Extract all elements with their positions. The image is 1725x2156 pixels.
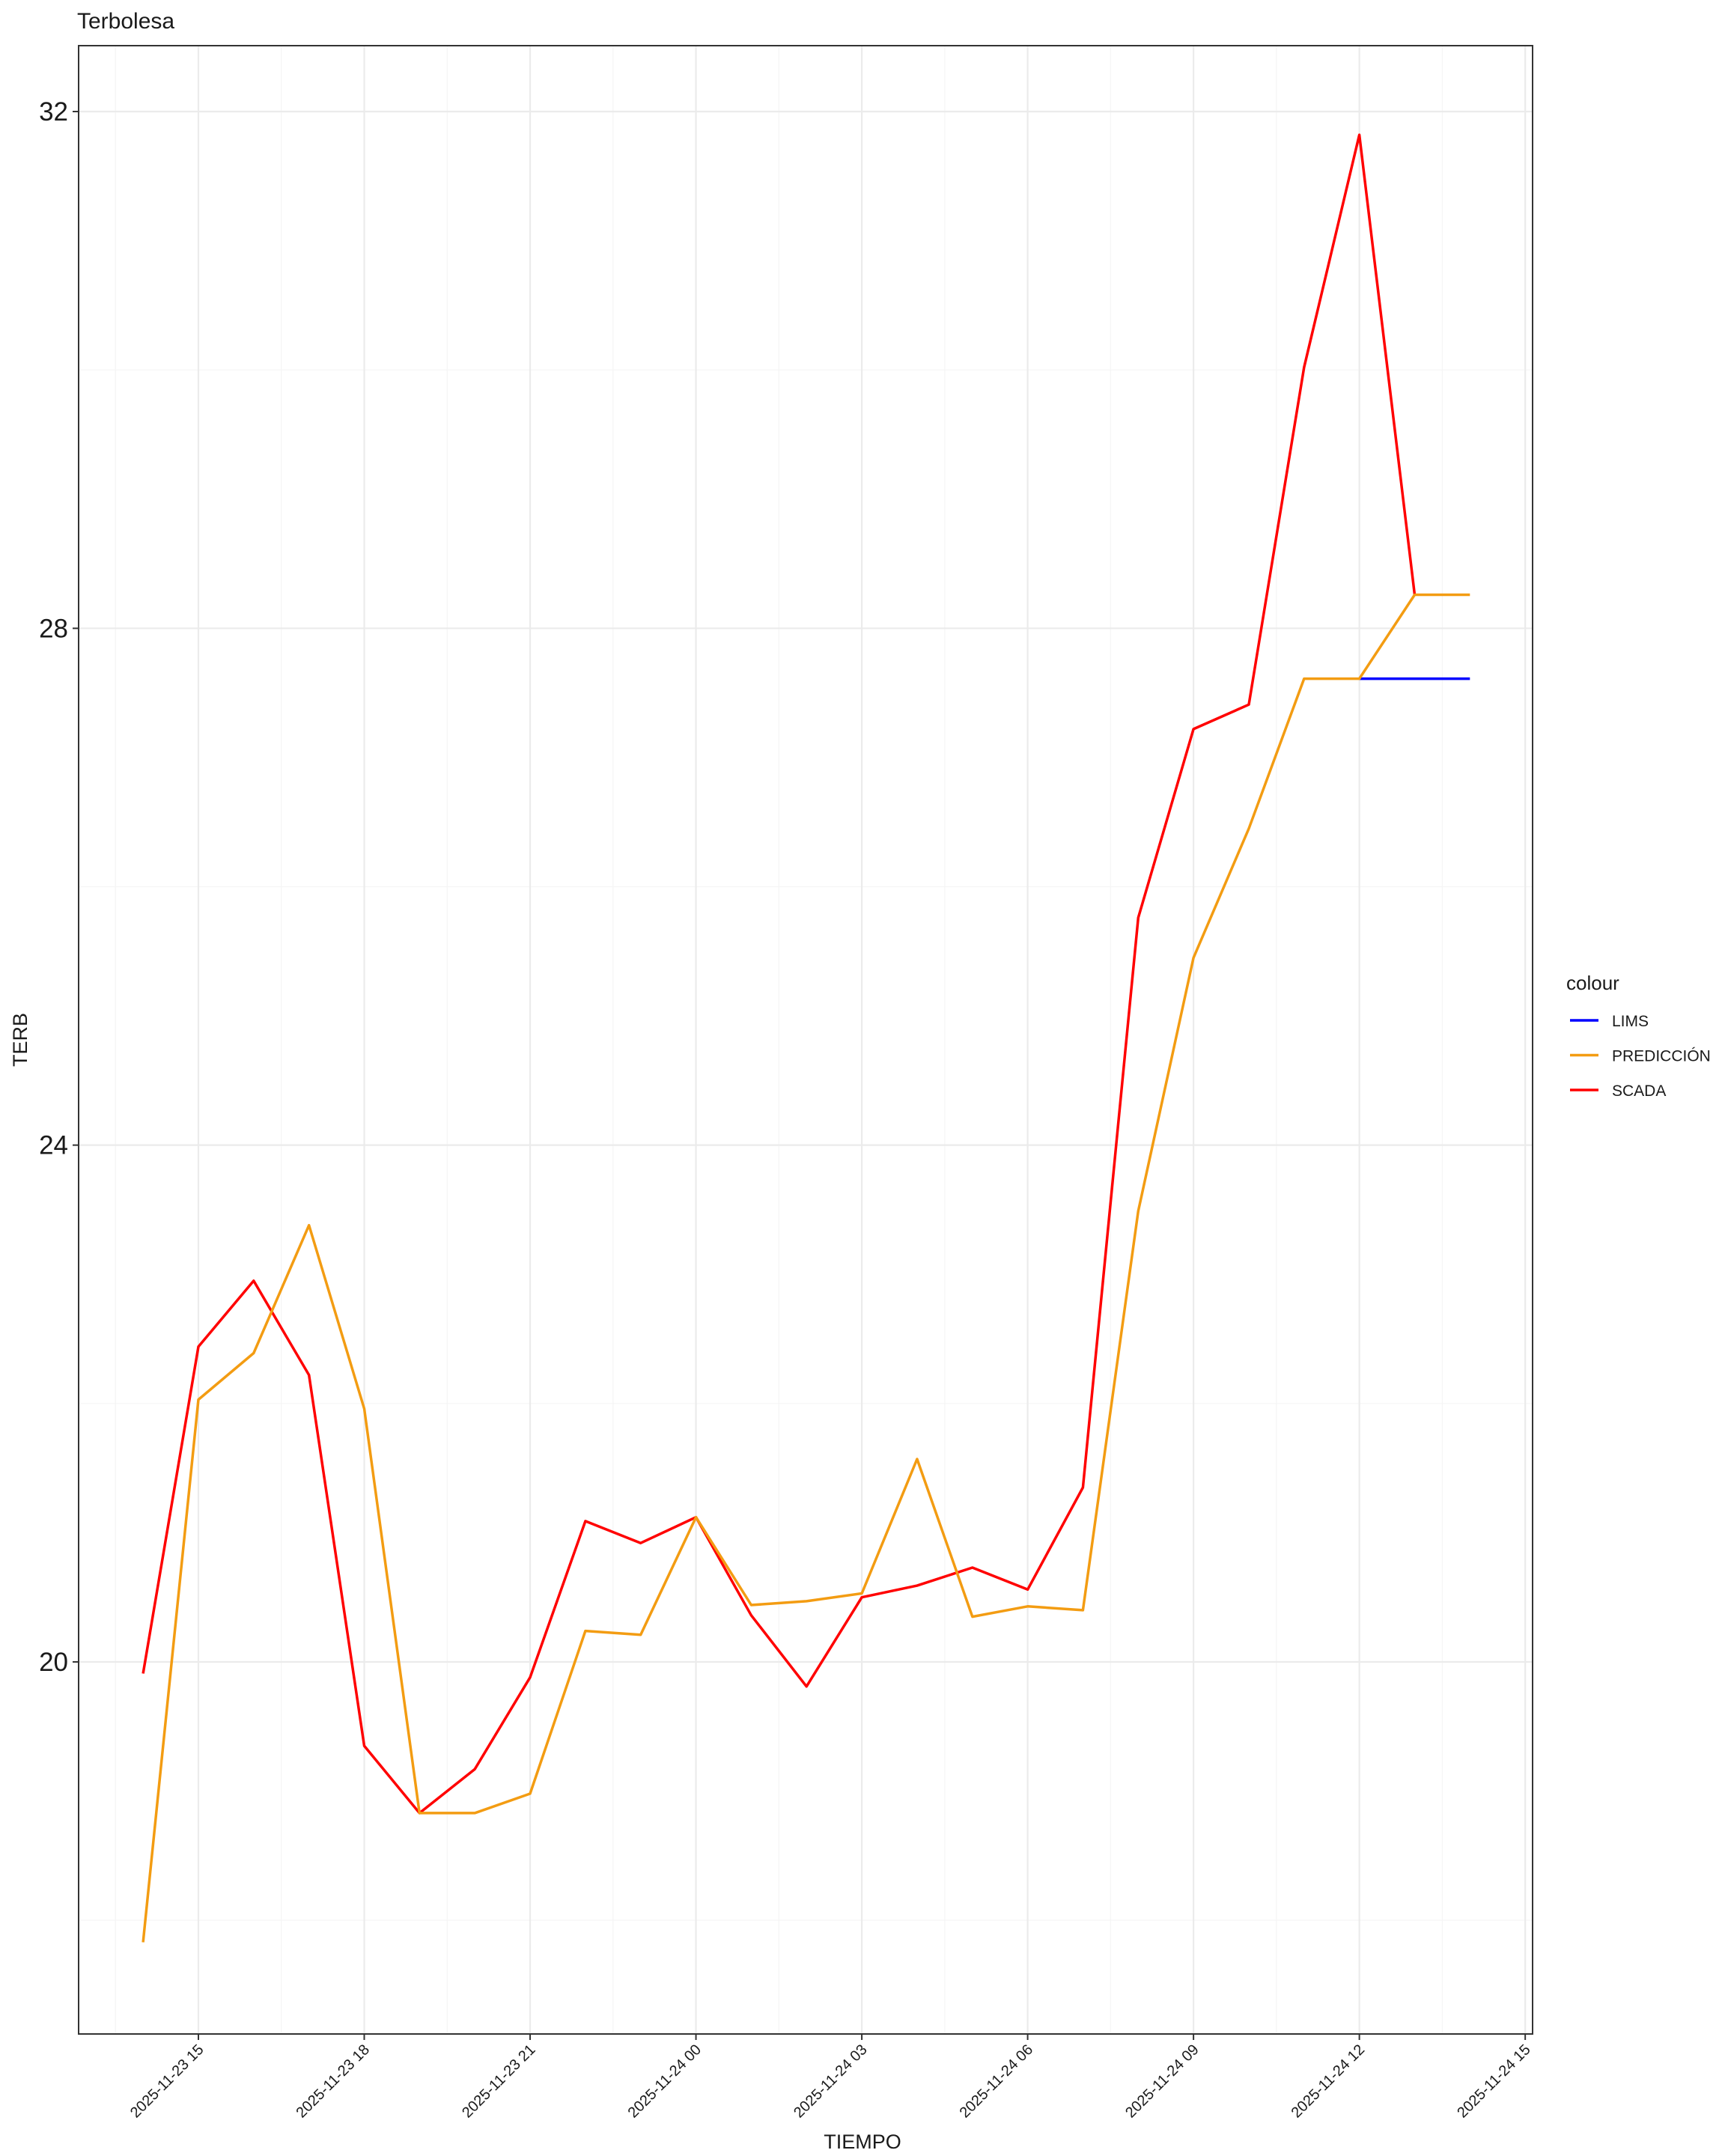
y-axis-title: TERB [9,1013,31,1067]
legend-label: PREDICCIÓN [1612,1048,1711,1065]
chart-title: Terbolesa [77,9,174,34]
plot-border [78,45,1533,2035]
legend-label: LIMS [1612,1013,1649,1030]
x-tick-label: 2025-11-24 09 [1122,2041,1202,2122]
legend-label: SCADA [1612,1082,1666,1100]
x-tick-label: 2025-11-23 21 [459,2041,539,2122]
x-tick-label: 2025-11-24 03 [791,2041,871,2122]
x-tick-label: 2025-11-24 06 [957,2041,1037,2122]
x-tick-label: 2025-11-24 15 [1454,2041,1534,2122]
plot-background [79,46,1533,2034]
legend-title: colour [1566,972,1619,994]
series-line [142,593,1470,1943]
x-tick-label: 2025-11-24 12 [1289,2041,1369,2122]
y-tick-label: 24 [39,1131,68,1160]
y-tick-label: 32 [39,97,68,127]
x-tick-label: 2025-11-23 15 [127,2041,207,2122]
x-tick-label: 2025-11-24 00 [625,2041,705,2122]
y-tick-label: 28 [39,614,68,643]
x-axis-title: TIEMPO [824,2131,901,2153]
series-line [142,133,1417,1815]
y-tick-label: 20 [39,1648,68,1677]
x-tick-label: 2025-11-23 18 [293,2041,374,2122]
